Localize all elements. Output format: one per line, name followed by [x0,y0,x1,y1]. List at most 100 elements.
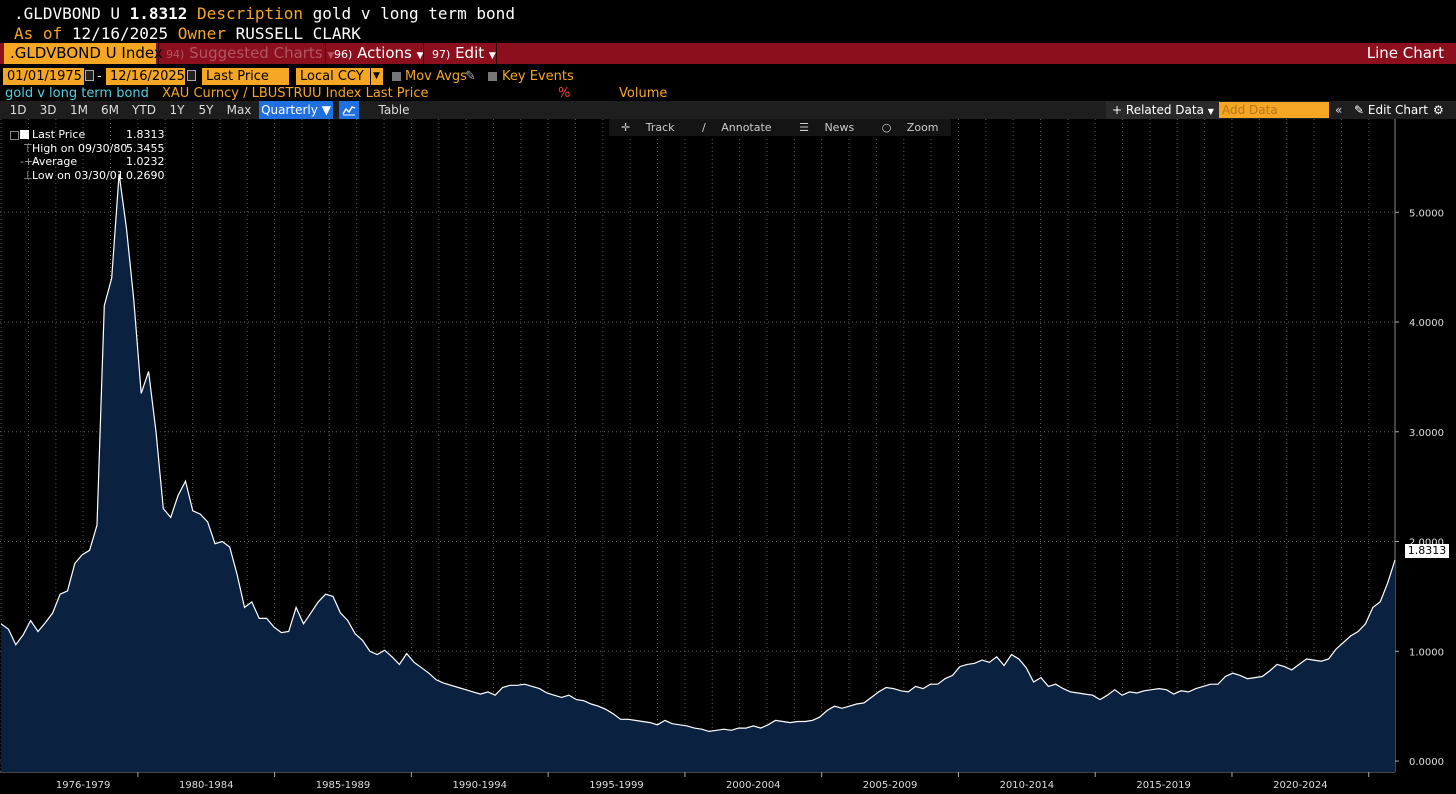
magnifier-icon: ○ [881,121,892,134]
y-axis: 0.0000 1.0000 2.0000 3.0000 4.0000 5.0000 [1395,208,1444,768]
series-swatch [20,130,29,139]
annotate-button[interactable]: ∕ Annotate [690,119,784,136]
suggested-charts-num: 94) [166,48,185,61]
news-label: News [824,121,855,134]
chart-controls-row: 01/01/1975 - 12/16/2025 Last Price Local… [0,68,1456,86]
related-data-button[interactable]: + Related Data ▼ [1106,101,1220,119]
series-area [1,173,1396,772]
field-select[interactable]: Last Price [202,68,289,85]
series-legend-row: gold v long term bond XAU Curncy / LBUST… [0,86,1456,102]
end-date-input[interactable]: 12/16/2025 [106,68,185,85]
x-tick-label: 2000-2004 [726,780,781,791]
y-tick-label: 4.0000 [1409,318,1444,329]
legend-label: Last Price [32,128,86,141]
key-events-checkbox[interactable] [488,72,497,81]
owner-label: Owner [177,24,226,43]
legend-label: Average [32,155,78,168]
series-name: gold v long term bond [5,86,149,101]
legend-label: High on 09/30/80 [32,141,128,155]
legend-value: 0.2690 [126,168,165,182]
period-1y-button[interactable]: 1Y [169,103,185,117]
period-5y-button[interactable]: 5Y [198,103,214,117]
chevron-down-icon: ▼ [488,51,496,61]
date-range-dash: - [97,69,102,84]
frequency-label: Quarterly [261,103,318,117]
y-tick-label: 3.0000 [1409,428,1444,439]
frequency-select[interactable]: Quarterly ▼ [259,101,333,119]
line-chart-icon[interactable] [339,101,359,119]
edit-chart-button[interactable]: ✎ Edit Chart [1354,101,1428,119]
last-value: 1.8312 [129,4,188,23]
news-icon: ☰ [799,121,809,134]
menu-bar: .GLDVBOND U Index 94) Suggested Charts ▼… [0,43,1456,64]
suggested-charts-menu[interactable]: 94) Suggested Charts ▼ [160,43,334,64]
chevron-down-icon: ▼ [321,103,331,117]
news-button[interactable]: ☰ News [787,119,866,136]
collapse-icon[interactable] [10,131,19,140]
period-max-button[interactable]: Max [226,103,252,117]
zoom-button[interactable]: ○ Zoom [870,119,951,136]
x-tick-label: 2010-2014 [1000,780,1055,791]
annotate-icon: ∕ [702,121,706,134]
annotate-label: Annotate [721,121,772,134]
chart-tools: ✛ Track ∕ Annotate ☰ News ○ Zoom [609,119,951,136]
calendar-icon[interactable] [187,70,196,81]
add-data-input[interactable] [1219,102,1329,118]
menu-divider [158,43,159,64]
x-tick-label: 2015-2019 [1136,780,1191,791]
suggested-charts-label: Suggested Charts [189,44,323,62]
edit-chart-label: Edit Chart [1367,103,1428,117]
chart-type-label: Line Chart [1366,44,1444,62]
edit-menu[interactable]: 97) Edit ▼ [426,43,496,64]
related-data-label: Related Data [1125,103,1204,117]
actions-menu[interactable]: 96) Actions ▼ [328,43,424,64]
chevron-down-icon: ▼ [416,51,424,61]
series-formula: XAU Curncy / LBUSTRUU Index Last Price [162,86,429,101]
table-button[interactable]: Table [378,103,410,117]
description-text: gold v long term bond [312,4,515,23]
index-tab[interactable]: .GLDVBOND U Index [4,43,163,64]
period-3d-button[interactable]: 3D [39,103,57,117]
legend-label: Low on 03/30/01 [32,168,124,182]
legend-value: 5.3455 [126,141,165,155]
ticker-symbol: .GLDVBOND U [14,4,120,23]
series-unit: % [558,86,571,101]
calendar-icon[interactable] [85,70,94,81]
chart-plot[interactable]: 0.0000 1.0000 2.0000 3.0000 4.0000 5.0000 197… [0,119,1456,794]
track-label: Track [645,121,675,134]
menu-divider [423,43,424,64]
actions-label: Actions [357,44,412,62]
period-6m-button[interactable]: 6M [101,103,119,117]
start-date-input[interactable]: 01/01/1975 [3,68,84,85]
mov-avgs-checkbox[interactable] [392,72,401,81]
chevron-down-icon: ▼ [1207,107,1214,116]
x-tick-label: 1995-1999 [589,780,644,791]
description-label: Description [197,4,304,23]
edit-num: 97) [432,48,451,61]
x-tick-label: 2005-2009 [863,780,918,791]
average-marker-icon: -+- [20,155,38,168]
period-ytd-button[interactable]: YTD [132,103,156,117]
pencil-icon[interactable]: ✎ [465,69,476,84]
x-axis: 1976-1979 1980-1984 1985-1989 1990-1994 1995… [56,772,1370,791]
currency-select[interactable]: Local CCY [296,68,370,85]
ticker-header: .GLDVBOND U 1.8312 Description gold v lo… [14,4,515,23]
volume-label: Volume [619,86,668,101]
y-tick-label: 5.0000 [1409,208,1444,219]
track-button[interactable]: ✛ Track [609,119,687,136]
y-tick-label: 1.0000 [1409,647,1444,658]
menu-divider [325,43,326,64]
period-1m-button[interactable]: 1M [70,103,88,117]
pencil-icon: ✎ [1354,103,1365,117]
chevron-down-icon: ▼ [327,51,335,61]
asof-date: 12/16/2025 [71,24,169,43]
period-toolbar: 1D 3D 1M 6M YTD 1Y 5Y Max Quarterly ▼ Ta… [0,101,1456,119]
actions-num: 96) [334,48,353,61]
mov-avgs-label: Mov Avgs [405,69,467,84]
period-1d-button[interactable]: 1D [9,103,27,117]
gear-icon[interactable]: ⚙ [1433,103,1444,117]
chevron-down-icon[interactable]: ▼ [371,68,383,85]
key-events-label: Key Events [502,69,574,84]
crosshair-icon: ✛ [621,121,631,134]
collapse-icon[interactable]: « [1335,103,1343,117]
